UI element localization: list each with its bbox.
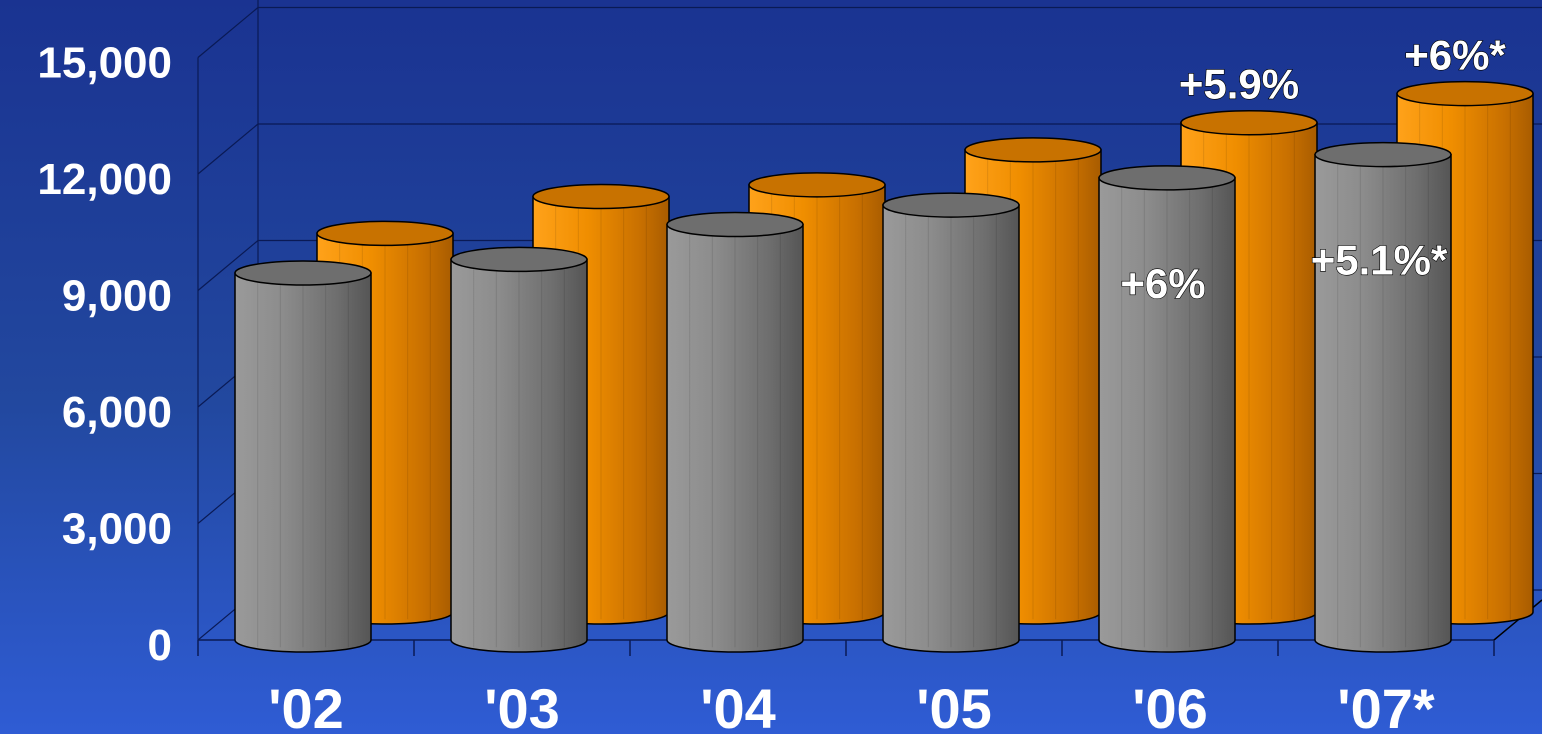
- x-tick-label: '06: [1132, 677, 1208, 734]
- data-annotation: +6%*: [1404, 32, 1506, 79]
- bar-top: [666, 211, 804, 238]
- bar-gray: [1098, 165, 1236, 653]
- labels: 0 3,000 6,000 9,000 12,000 15,000 '02 '03 '04 '05…: [37, 31, 1507, 734]
- bar-top: [1180, 109, 1318, 136]
- bar-top: [532, 183, 670, 210]
- bar-gray: [882, 192, 1020, 653]
- data-annotation: +5.1%*: [1311, 237, 1448, 284]
- data-annotation: +6%: [1120, 260, 1205, 307]
- bar-top: [964, 137, 1102, 163]
- bars: [234, 80, 1534, 653]
- bar-body: [1314, 153, 1452, 653]
- bar-gray: [450, 246, 588, 653]
- bar-gray: [234, 260, 372, 653]
- x-tick-label: '02: [268, 677, 344, 734]
- y-tick-label: 12,000: [37, 155, 172, 204]
- y-tick-label: 3,000: [62, 505, 172, 554]
- bar-top: [1314, 141, 1452, 168]
- bar-top: [450, 246, 588, 273]
- bar-top: [1098, 165, 1236, 191]
- x-tick-label: '05: [916, 677, 992, 734]
- bar-gray: [666, 211, 804, 653]
- bar-top: [234, 260, 372, 286]
- x-tick-label: '07*: [1337, 677, 1435, 734]
- grid-diagonal: [197, 7, 259, 58]
- axes: [197, 57, 1542, 656]
- bar-top: [316, 220, 454, 247]
- data-annotation: +5.9%: [1179, 61, 1299, 108]
- y-tick-label: 6,000: [62, 388, 172, 437]
- bar-top: [1396, 80, 1534, 107]
- bar-body: [882, 204, 1020, 653]
- bar-body: [234, 272, 372, 653]
- grid-diagonal: [197, 123, 259, 175]
- bar-top: [748, 172, 886, 198]
- x-tick-label: '03: [484, 677, 560, 734]
- x-tick-label: '04: [700, 677, 776, 734]
- bar-body: [1098, 177, 1236, 653]
- bar-top: [882, 192, 1020, 218]
- bar-body: [450, 258, 588, 653]
- grid-diagonal: [197, 240, 259, 291]
- bar-body: [666, 223, 804, 653]
- y-tick-label: 9,000: [62, 272, 172, 321]
- y-tick-label: 0: [148, 621, 172, 670]
- bar-gray: [1314, 141, 1452, 653]
- y-tick-label: 15,000: [37, 39, 172, 88]
